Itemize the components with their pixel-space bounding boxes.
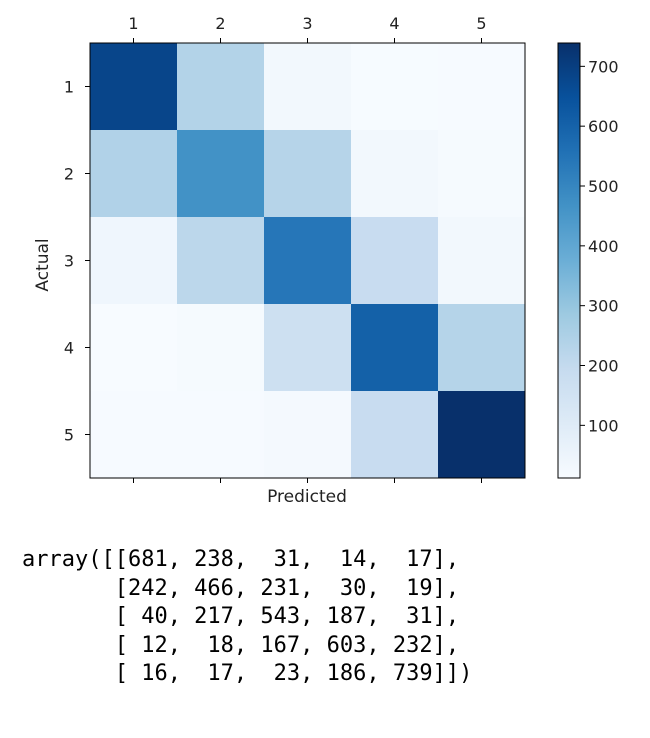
heatmap-cell	[177, 304, 265, 392]
colorbar	[557, 42, 581, 479]
heatmap-cell	[351, 217, 439, 305]
y-tick-label: 5	[64, 426, 74, 445]
heatmap-cell	[351, 391, 439, 479]
colorbar-tick-label: 600	[588, 117, 619, 136]
colorbar-tick-label: 300	[588, 297, 619, 316]
heatmap-cell	[438, 391, 526, 479]
x-tick-label: 5	[476, 14, 486, 33]
heatmap-cell	[90, 391, 178, 479]
heatmap-cell	[177, 391, 265, 479]
colorbar-tick-label: 400	[588, 237, 619, 256]
heatmap-cell	[264, 130, 352, 218]
heatmap-cell	[351, 43, 439, 131]
x-axis-ticks: 1 2 3 4 5	[128, 14, 487, 483]
y-tick-label: 4	[64, 339, 74, 358]
heatmap-cells	[90, 43, 526, 479]
y-tick-label: 2	[64, 165, 74, 184]
heatmap-cell	[438, 304, 526, 392]
heatmap-cell	[90, 130, 178, 218]
array-output: array([[681, 238, 31, 14, 17], [242, 466…	[22, 546, 472, 689]
heatmap-cell	[351, 130, 439, 218]
colorbar-tick-label: 500	[588, 177, 619, 196]
x-tick-label: 1	[128, 14, 138, 33]
heatmap-cell	[177, 43, 265, 131]
heatmap-cell	[264, 43, 352, 131]
heatmap-cell	[177, 217, 265, 305]
array-output-line: [ 40, 217, 543, 187, 31],	[22, 604, 460, 630]
array-output-line: [ 16, 17, 23, 186, 739]])	[22, 661, 473, 687]
x-axis-label: Predicted	[267, 487, 347, 507]
y-tick-label: 1	[64, 78, 74, 97]
colorbar-tick-label: 200	[588, 357, 619, 376]
y-tick-label: 3	[64, 252, 74, 271]
colorbar-tick-label: 100	[588, 416, 619, 435]
heatmap-cell	[90, 217, 178, 305]
x-tick-label: 4	[389, 14, 399, 33]
heatmap-cell	[438, 43, 526, 131]
heatmap-cell	[438, 130, 526, 218]
heatmap-cell	[438, 217, 526, 305]
heatmap-cell	[264, 391, 352, 479]
heatmap-cell	[264, 304, 352, 392]
array-output-line: [ 12, 18, 167, 603, 232],	[22, 632, 460, 658]
x-tick-label: 2	[215, 14, 225, 33]
heatmap-cell	[264, 217, 352, 305]
array-output-line: [242, 466, 231, 30, 19],	[22, 575, 460, 601]
heatmap-cell	[177, 130, 265, 218]
y-axis-ticks: 1 2 3 4 5	[64, 78, 90, 445]
array-output-line: array([[681, 238, 31, 14, 17],	[22, 547, 460, 572]
heatmap-cell	[90, 43, 178, 131]
confusion-matrix-chart: 1 2 3 4 5 1 2 3 4 5 Predicted Actual 100 200 300 40…	[33, 14, 619, 507]
heatmap-cell	[90, 304, 178, 392]
heatmap-cell	[351, 304, 439, 392]
y-axis-label: Actual	[33, 238, 53, 291]
x-tick-label: 3	[302, 14, 312, 33]
colorbar-tick-label: 700	[588, 57, 619, 76]
colorbar-ticks: 100 200 300 400 500 600 700	[580, 57, 619, 435]
